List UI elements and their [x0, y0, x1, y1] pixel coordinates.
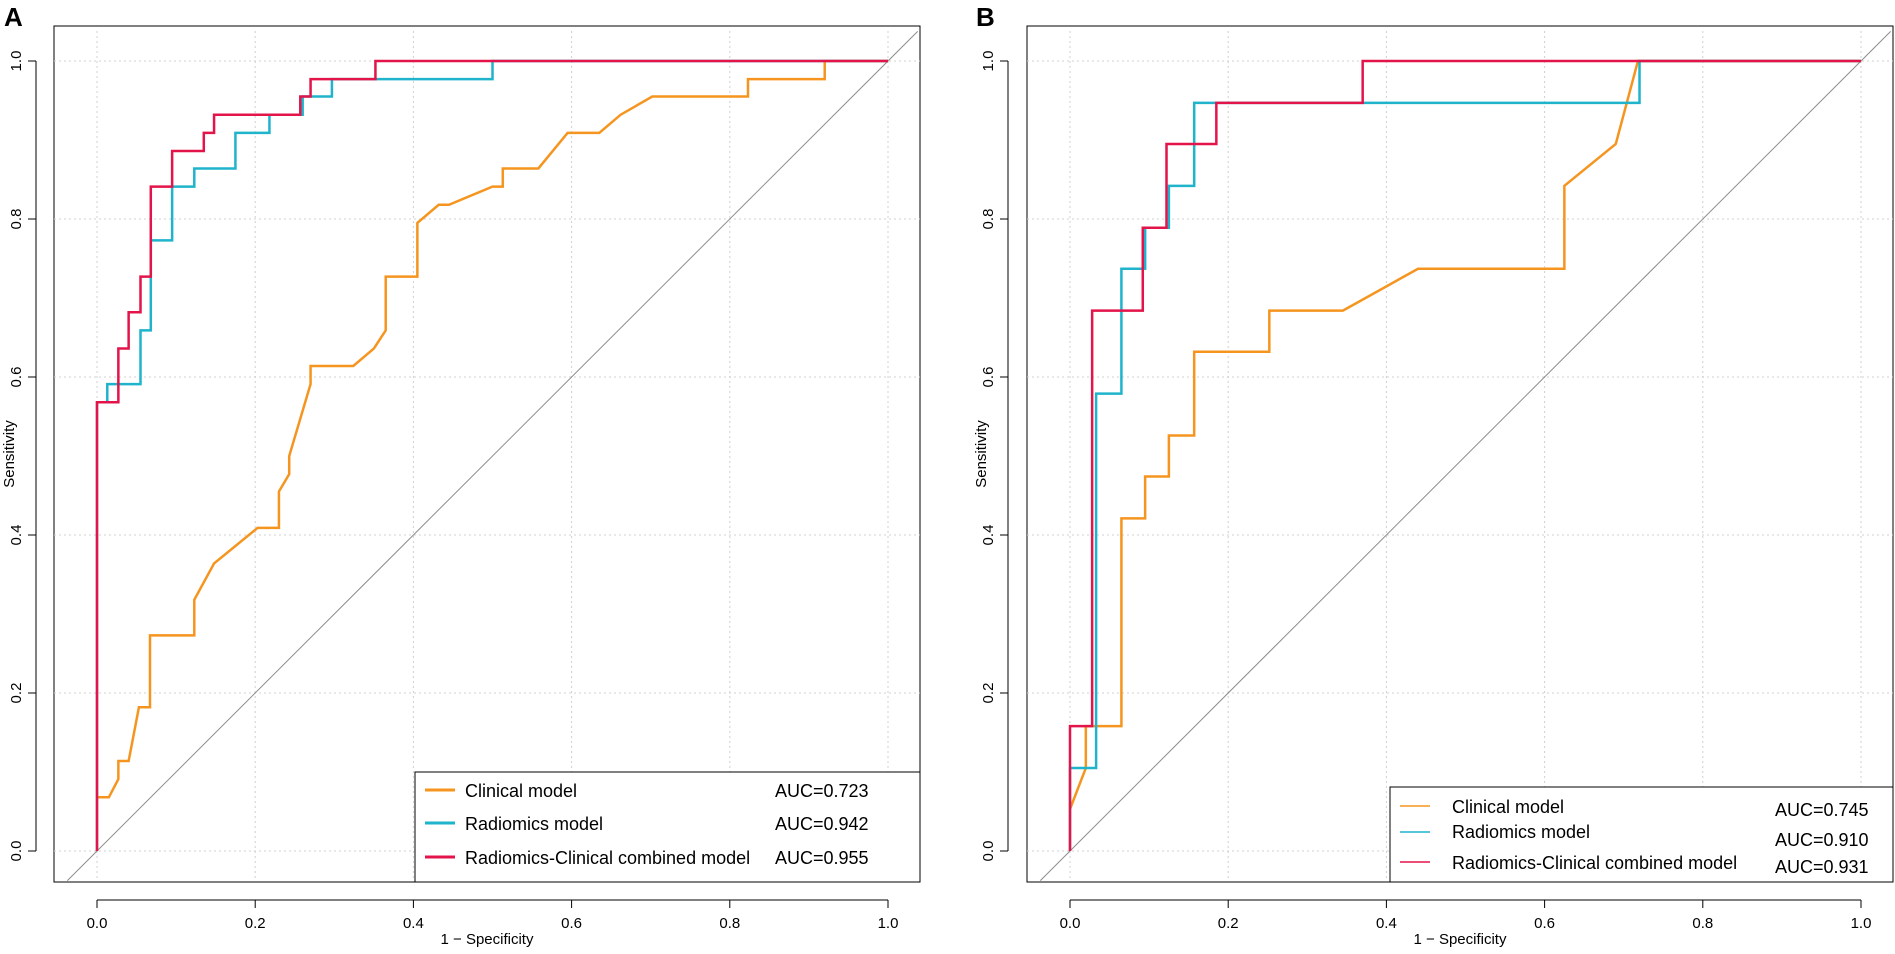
panel-a-y-axis-title: Sensitivity	[1, 420, 18, 488]
panel-a-label: A	[4, 2, 23, 32]
panel-a-y-tick-label: 0.4	[8, 525, 25, 546]
panel-a-legend-label-combined: Radiomics-Clinical combined model	[465, 848, 750, 868]
panel-b-plot-frame	[1026, 25, 1894, 883]
panel-a-reference-diagonal	[66, 31, 919, 881]
panel-b-y-axis-title: Sensitivity	[973, 420, 990, 488]
panel-a-series-layer	[95, 59, 888, 851]
panel-a-y-tick-label: 0.8	[8, 209, 25, 230]
panel-b-legend-auc-radiomics: AUC=0.910	[1775, 830, 1869, 850]
panel-b-reference-diagonal	[1039, 31, 1892, 881]
panel-b-x-tick-label: 0.8	[1692, 915, 1713, 932]
panel-a-series-radiomics-line	[95, 59, 888, 851]
panel-b-x-tick-label: 0.0	[1060, 915, 1081, 932]
panel-a-x-tick-label: 0.8	[719, 915, 740, 932]
panel-b-series-clinical-line	[1068, 59, 1861, 810]
panel-a-series-combined-line	[95, 59, 888, 851]
panel-a-legend: Clinical model AUC=0.723 Radiomics model…	[414, 771, 921, 883]
panel-a-legend-auc-combined: AUC=0.955	[775, 848, 869, 868]
panel-a-plot-frame	[53, 25, 921, 883]
panel-b-legend-auc-combined: AUC=0.931	[1775, 857, 1869, 877]
panel-b-y-tick-label: 1.0	[980, 51, 997, 72]
panel-a-x-tick-label: 0.2	[245, 915, 266, 932]
panel-b-y-tick-label: 0.0	[980, 841, 997, 862]
panel-a-y-tick-label: 1.0	[8, 51, 25, 72]
panel-b-y-tick-label: 0.8	[980, 209, 997, 230]
panel-b-y-tick-label: 0.6	[980, 367, 997, 388]
panel-a-x-tick-label: 1.0	[878, 915, 899, 932]
panel-b-series-layer	[1068, 59, 1861, 851]
panel-b-y-tick-label: 0.4	[980, 525, 997, 546]
panel-a-legend-auc-radiomics: AUC=0.942	[775, 814, 869, 834]
panel-b-x-tick-label: 1.0	[1851, 915, 1872, 932]
panel-b-legend: Clinical model AUC=0.745 Radiomics model…	[1389, 786, 1894, 883]
panel-b-legend-label-combined: Radiomics-Clinical combined model	[1452, 853, 1737, 873]
panel-b-x-axis: 0.0 0.2 0.4 0.6 0.8 1.0	[1060, 899, 1872, 932]
panel-a-y-tick-label: 0.6	[8, 367, 25, 388]
panel-a-x-axis-title: 1 − Specificity	[441, 931, 534, 948]
panel-b-y-axis: 0.0 0.2 0.4 0.6 0.8 1.0	[980, 51, 1009, 862]
panel-a-legend-box	[414, 771, 921, 883]
panel-b-legend-box	[1389, 786, 1894, 883]
panel-a-x-tick-label: 0.0	[87, 915, 108, 932]
panel-a-legend-auc-clinical: AUC=0.723	[775, 781, 869, 801]
panel-a-legend-label-clinical: Clinical model	[465, 781, 577, 801]
panel-b-series-combined-line	[1068, 59, 1861, 851]
panel-a-y-tick-label: 0.2	[8, 683, 25, 704]
panel-b: B 0.0 0.2 0.4 0.6 0.8 1.0 0.00.20.40.60.81.0 …	[973, 2, 1894, 948]
panel-a-y-axis: 0.0 0.2 0.4 0.6 0.8 1.0	[8, 51, 37, 862]
panel-b-legend-label-radiomics: Radiomics model	[1452, 822, 1590, 842]
panel-a: A 0.0 0.2 0.4 0.6 0.8 1.0 0.00.20.40.60.81.0 …	[1, 2, 921, 948]
panel-b-legend-auc-clinical: AUC=0.745	[1775, 800, 1869, 820]
panel-b-x-tick-label: 0.2	[1218, 915, 1239, 932]
panel-a-y-tick-label: 0.0	[8, 841, 25, 862]
panel-b-legend-label-clinical: Clinical model	[1452, 797, 1564, 817]
panel-b-x-tick-label: 0.6	[1534, 915, 1555, 932]
panel-a-series-clinical-line	[97, 59, 888, 799]
panel-a-legend-label-radiomics: Radiomics model	[465, 814, 603, 834]
panel-b-x-tick-label: 0.4	[1376, 915, 1397, 932]
panel-b-label: B	[976, 2, 995, 32]
panel-a-x-axis: 0.0 0.2 0.4 0.6 0.8 1.0	[87, 899, 899, 932]
panel-a-x-tick-label: 0.6	[561, 915, 582, 932]
panel-b-y-tick-label: 0.2	[980, 683, 997, 704]
panel-a-x-tick-label: 0.4	[403, 915, 424, 932]
panel-b-x-axis-title: 1 − Specificity	[1414, 931, 1507, 948]
